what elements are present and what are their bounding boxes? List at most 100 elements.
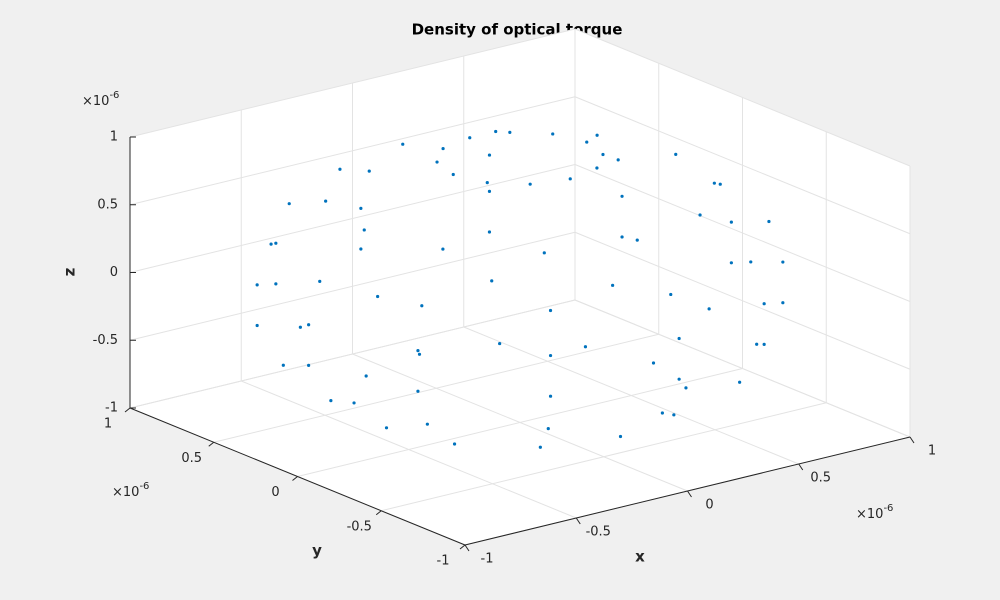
point bbox=[274, 282, 278, 286]
y-tick-label: 1 bbox=[104, 417, 112, 432]
point bbox=[364, 374, 368, 378]
point bbox=[660, 411, 664, 415]
point bbox=[738, 380, 742, 384]
y-tick bbox=[459, 544, 466, 550]
point bbox=[585, 140, 589, 144]
z-axis-label: z bbox=[61, 267, 79, 276]
point bbox=[287, 202, 291, 206]
y-axis-label: y bbox=[312, 542, 322, 560]
grid-line bbox=[129, 299, 576, 409]
point bbox=[376, 294, 380, 299]
point bbox=[508, 130, 512, 134]
x-tick-label: 1 bbox=[928, 444, 936, 459]
y-tick bbox=[124, 407, 131, 413]
point bbox=[762, 302, 766, 306]
point bbox=[318, 279, 322, 283]
point bbox=[707, 307, 711, 311]
point bbox=[635, 238, 639, 242]
point bbox=[281, 363, 285, 367]
point bbox=[452, 442, 457, 446]
point bbox=[487, 230, 492, 234]
point bbox=[712, 181, 716, 185]
point bbox=[441, 146, 445, 151]
point bbox=[498, 341, 502, 346]
point bbox=[620, 235, 624, 239]
point bbox=[417, 352, 422, 356]
y-multiplier: ×10-6 bbox=[112, 481, 149, 500]
grid-line bbox=[381, 402, 827, 512]
grid-line bbox=[574, 299, 911, 438]
x-tick bbox=[909, 436, 915, 444]
y-tick-label: -0.5 bbox=[347, 519, 372, 534]
point bbox=[651, 361, 656, 365]
point bbox=[367, 169, 371, 173]
point bbox=[468, 136, 472, 140]
point bbox=[494, 129, 498, 134]
point bbox=[781, 301, 785, 305]
point bbox=[767, 219, 771, 224]
point bbox=[538, 445, 542, 449]
point bbox=[490, 279, 494, 283]
point bbox=[729, 261, 733, 265]
point bbox=[435, 160, 439, 164]
point bbox=[620, 194, 624, 198]
point bbox=[546, 427, 550, 431]
point bbox=[359, 247, 363, 251]
y-tick bbox=[292, 476, 298, 481]
point bbox=[684, 386, 688, 390]
grid-line bbox=[574, 164, 911, 302]
x-tick-label: -1 bbox=[481, 552, 494, 567]
point bbox=[416, 349, 420, 353]
y-tick-label: 0.5 bbox=[181, 451, 202, 466]
point bbox=[762, 342, 766, 346]
point bbox=[451, 172, 455, 177]
point bbox=[781, 260, 785, 264]
x-tick-label: 0 bbox=[705, 498, 713, 513]
z-tick-label: 0 bbox=[110, 265, 118, 280]
point bbox=[485, 180, 489, 185]
point bbox=[384, 426, 389, 430]
point bbox=[255, 283, 259, 287]
point bbox=[441, 247, 445, 251]
point bbox=[324, 199, 328, 203]
point bbox=[487, 153, 492, 157]
grid-line bbox=[297, 368, 743, 477]
z-tick-label: -1 bbox=[105, 401, 118, 416]
point bbox=[274, 241, 278, 245]
x-tick bbox=[575, 517, 581, 525]
point bbox=[420, 304, 424, 308]
point bbox=[548, 308, 553, 313]
multiplier-exponent: -6 bbox=[883, 503, 893, 514]
multiplier-base: ×10 bbox=[112, 485, 139, 500]
point bbox=[542, 251, 546, 255]
z-tick-label: 1 bbox=[110, 130, 118, 145]
multiplier-base: ×10 bbox=[856, 507, 883, 522]
point bbox=[718, 182, 722, 186]
x-tick bbox=[798, 463, 804, 471]
grid-line bbox=[574, 231, 911, 370]
y-tick bbox=[375, 510, 382, 516]
grid-line bbox=[129, 96, 576, 206]
x-tick-label: 0.5 bbox=[810, 471, 831, 486]
y-tick bbox=[208, 441, 215, 447]
x-tick-label: -0.5 bbox=[586, 525, 611, 540]
grid-line bbox=[129, 28, 576, 138]
z-multiplier: ×10-6 bbox=[82, 90, 119, 109]
point bbox=[595, 166, 599, 170]
point bbox=[669, 292, 673, 297]
point bbox=[551, 132, 555, 136]
multiplier-exponent: -6 bbox=[109, 90, 119, 101]
point bbox=[616, 158, 620, 162]
z-tick-label: 0.5 bbox=[97, 197, 118, 212]
y-tick-label: 0 bbox=[271, 485, 279, 500]
point bbox=[568, 177, 572, 181]
point bbox=[528, 182, 532, 186]
point bbox=[359, 206, 363, 210]
point bbox=[298, 325, 302, 329]
point bbox=[618, 434, 623, 439]
point bbox=[601, 152, 605, 157]
point bbox=[401, 142, 405, 146]
grid-line bbox=[129, 231, 576, 341]
point bbox=[307, 363, 311, 367]
